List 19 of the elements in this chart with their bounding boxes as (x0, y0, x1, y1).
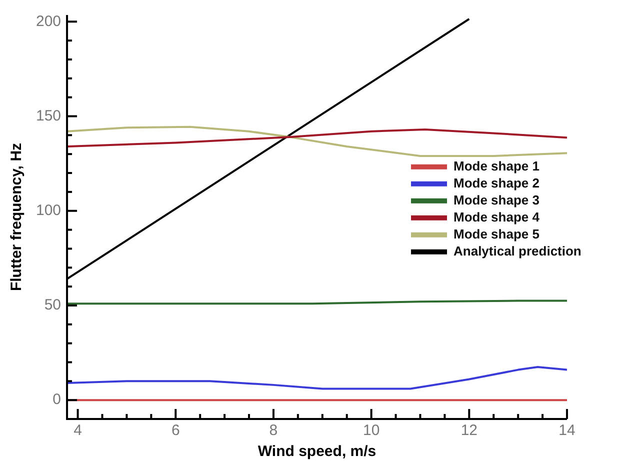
legend-label: Mode shape 2 (454, 175, 540, 190)
y-axis-title: Flutter frequency, Hz (8, 142, 26, 292)
legend-label: Analytical prediction (454, 243, 582, 258)
legend-label: Mode shape 3 (454, 192, 540, 208)
legend-label: Mode shape 4 (454, 209, 540, 224)
x-tick-label: 10 (362, 422, 380, 440)
x-tick-label: 8 (269, 422, 278, 440)
x-tick-label: 4 (74, 422, 82, 440)
y-tick-label: 0 (52, 391, 62, 408)
legend-label: Mode shape 5 (454, 226, 540, 242)
x-tick-label: 14 (558, 422, 576, 440)
y-tick-label: 100 (36, 202, 62, 219)
y-tick-label: 200 (36, 12, 62, 30)
x-axis-title: Wind speed, m/s (258, 443, 376, 460)
legend-label: Mode shape 1 (454, 158, 540, 174)
y-tick-label: 150 (36, 107, 62, 124)
x-tick-label: 12 (460, 422, 478, 440)
y-tick-label: 50 (44, 296, 62, 314)
x-tick-label: 6 (171, 422, 180, 440)
